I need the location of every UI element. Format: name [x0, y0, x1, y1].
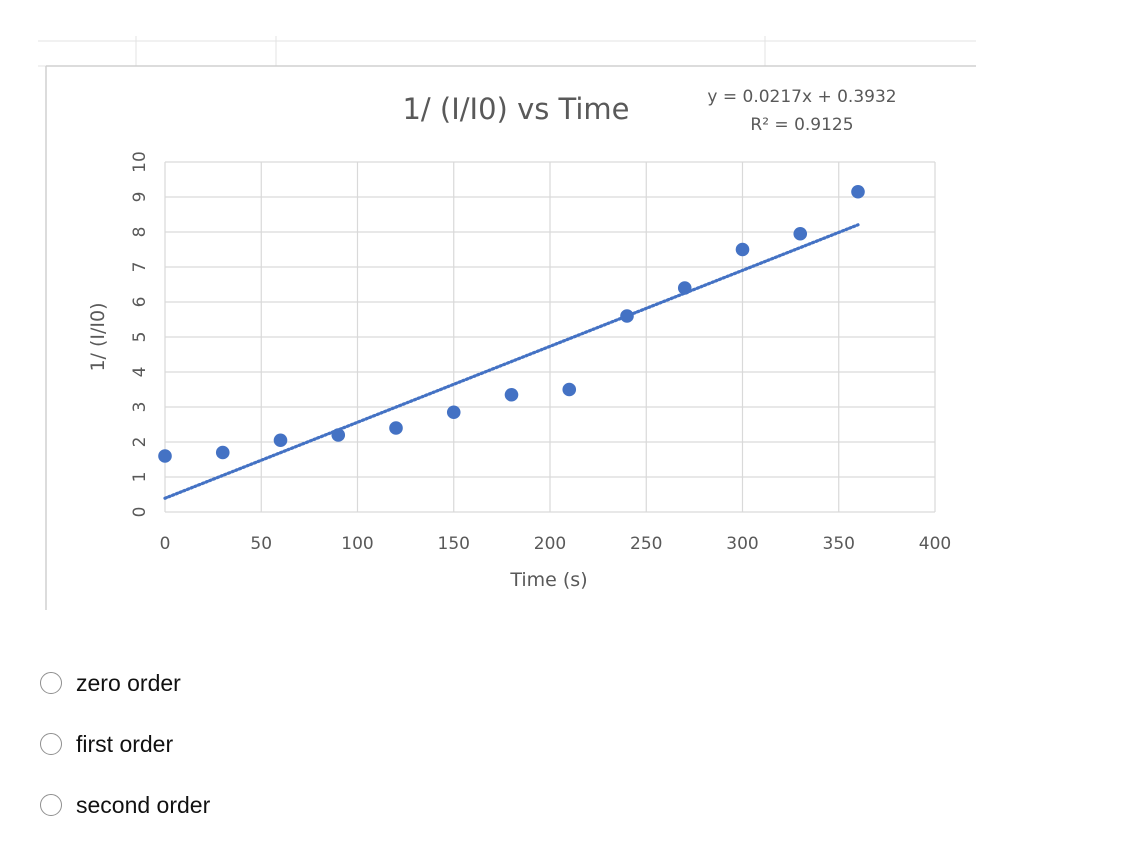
option-first-order[interactable]: first order: [40, 729, 210, 759]
y-tick-label: 0: [130, 507, 150, 518]
answer-options: zero order first order second order: [40, 668, 210, 851]
data-point: [793, 226, 808, 241]
trendline: [163, 223, 860, 500]
data-point: [331, 428, 346, 442]
data-point: [735, 242, 750, 257]
data-point: [620, 309, 634, 323]
option-label: zero order: [76, 669, 181, 696]
trendline-equation: y = 0.0217x + 0.3932: [707, 87, 896, 107]
radio-button[interactable]: [40, 672, 62, 694]
y-tick-label: 5: [130, 332, 150, 343]
option-label: first order: [76, 730, 174, 757]
y-tick-label: 10: [130, 151, 150, 173]
y-tick-label: 2: [130, 437, 150, 448]
gridlines: [164, 161, 936, 513]
x-tick-label: 350: [823, 534, 855, 554]
trendline-path: [163, 223, 860, 500]
data-point: [562, 382, 577, 397]
data-point: [389, 421, 403, 435]
x-tick-labels: 0 50 100 150 200 250 300 350 400: [160, 534, 952, 554]
r-squared-label: R² = 0.9125: [750, 115, 853, 135]
y-tick-labels: 0 1 2 3 4 5 6 7 8 9 10: [130, 151, 150, 517]
data-point: [851, 184, 865, 199]
x-tick-label: 250: [630, 534, 662, 554]
y-tick-label: 6: [130, 297, 150, 308]
x-axis-title: Time (s): [509, 569, 587, 591]
y-tick-label: 1: [130, 472, 150, 483]
y-tick-label: 8: [130, 227, 150, 238]
x-tick-label: 0: [160, 534, 171, 554]
radio-button[interactable]: [40, 794, 62, 816]
x-tick-label: 400: [919, 534, 951, 554]
data-point: [273, 433, 288, 448]
data-points: [158, 184, 865, 463]
y-tick-label: 7: [130, 262, 150, 273]
radio-button[interactable]: [40, 733, 62, 755]
chart-title: 1/ (I/I0) vs Time: [402, 92, 629, 126]
data-point: [504, 387, 519, 402]
option-zero-order[interactable]: zero order: [40, 668, 210, 698]
x-tick-label: 150: [438, 534, 470, 554]
data-point: [158, 449, 172, 463]
y-axis-title: 1/ (I/I0): [87, 302, 109, 371]
data-point: [215, 445, 230, 460]
x-tick-label: 200: [534, 534, 566, 554]
y-tick-label: 4: [130, 367, 150, 378]
x-tick-label: 50: [250, 534, 272, 554]
y-tick-label: 9: [130, 192, 150, 203]
data-point: [677, 281, 692, 295]
option-label: second order: [76, 791, 211, 818]
x-tick-label: 100: [341, 534, 373, 554]
y-tick-label: 3: [130, 402, 150, 413]
x-tick-label: 300: [726, 534, 758, 554]
data-point: [446, 405, 461, 420]
option-second-order[interactable]: second order: [40, 790, 210, 820]
